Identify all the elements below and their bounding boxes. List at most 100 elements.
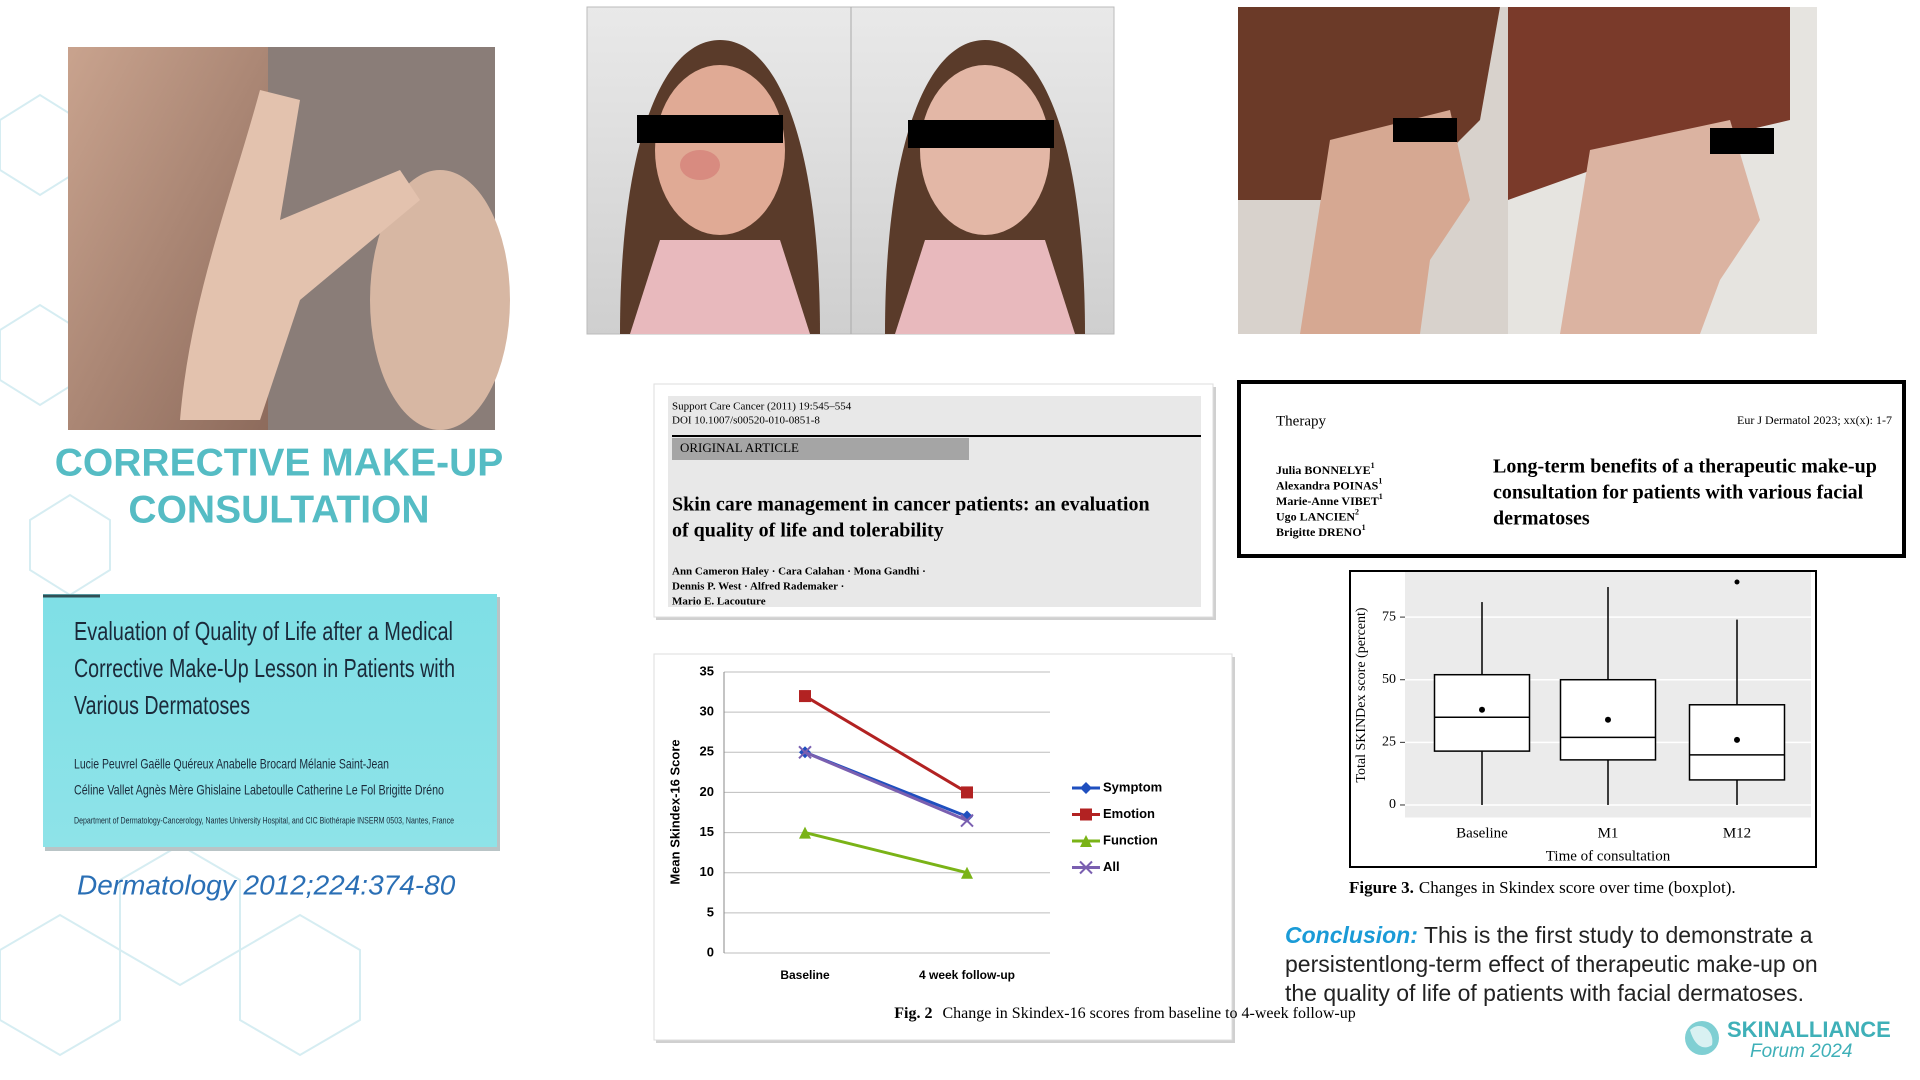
series-line bbox=[804, 750, 968, 822]
author-name: Alexandra POINAS bbox=[1276, 478, 1379, 492]
x-axis-label: Time of consultation bbox=[1546, 848, 1671, 864]
conclusion-text: the quality of life of patients with fac… bbox=[1285, 980, 1804, 1006]
caption-label: Fig. 2 bbox=[894, 1005, 932, 1022]
mean bbox=[1734, 736, 1740, 743]
mean bbox=[1479, 706, 1485, 713]
line-chart-card bbox=[653, 653, 1235, 1043]
point bbox=[798, 745, 812, 759]
y-tick-label: 10 bbox=[700, 864, 714, 879]
article-section: Therapy bbox=[1276, 413, 1326, 429]
article-doi: DOI 10.1007/s00520-010-0851-8 bbox=[672, 415, 820, 427]
photo-before-after-2 bbox=[1238, 7, 1817, 334]
box-chart: 0 25 50 75 Baseline M1 M12 Time of consultation… bbox=[1354, 572, 1811, 864]
y-tick-label: 15 bbox=[700, 824, 714, 839]
logo-name: SKINALLIANCE bbox=[1727, 1017, 1891, 1042]
paper-title: Various Dermatoses bbox=[74, 690, 250, 720]
y-axis-label: Total SKINDex score (percent) bbox=[1354, 607, 1369, 782]
y-tick-label: 0 bbox=[1389, 797, 1396, 812]
y-tick-label: 5 bbox=[707, 904, 714, 919]
y-tick-label: 35 bbox=[700, 663, 714, 678]
logo-event: Forum 2024 bbox=[1750, 1041, 1852, 1062]
point bbox=[961, 866, 973, 879]
author-sup: 1 bbox=[1378, 476, 1382, 485]
author-name: Julia BONNELYE bbox=[1276, 463, 1371, 477]
author: Ugo LANCIEN2 bbox=[1276, 507, 1359, 523]
article-authors: Dennis P. West · Alfred Rademaker · bbox=[672, 581, 844, 593]
conclusion-text: This is the first study to demonstrate a bbox=[1424, 922, 1813, 948]
article-journal: Support Care Cancer (2011) 19:545–554 bbox=[672, 401, 852, 413]
caption-text: Change in Skindex-16 scores from baselin… bbox=[942, 1005, 1355, 1022]
article-title: of quality of life and tolerability bbox=[672, 520, 944, 542]
paper-authors: Céline Vallet Agnès Mère Ghislaine Labet… bbox=[74, 782, 444, 798]
article-card: Therapy Eur J Dermatol 2023; xx(x): 1-7 … bbox=[1237, 380, 1906, 558]
x-tick-label: M12 bbox=[1723, 825, 1751, 841]
legend-label: Function bbox=[1103, 832, 1158, 847]
article-journal: Eur J Dermatol 2023; xx(x): 1-7 bbox=[1737, 413, 1892, 427]
logo: SKINALLIANCE Forum 2024 bbox=[1685, 1017, 1891, 1062]
y-axis-label: Mean Skindex-16 Score bbox=[667, 739, 682, 884]
author-name: Brigitte DRENO bbox=[1276, 525, 1362, 539]
legend-marker bbox=[1080, 782, 1092, 794]
photo-makeup bbox=[68, 47, 510, 430]
article-title: consultation for patients with various f… bbox=[1493, 482, 1864, 504]
conclusion-text: persistentlong-term effect of therapeuti… bbox=[1285, 951, 1818, 977]
y-tick-label: 75 bbox=[1382, 609, 1396, 624]
author: Marie-Anne VIBET1 bbox=[1276, 492, 1383, 508]
y-tick-label: 30 bbox=[700, 704, 714, 719]
author: Julia BONNELYE1 bbox=[1276, 461, 1375, 477]
legend-label: All bbox=[1103, 859, 1120, 874]
figure-caption: Figure 3. Changes in Skindex score over t… bbox=[1349, 878, 1736, 897]
point bbox=[799, 826, 811, 839]
y-tick-label: 25 bbox=[1382, 735, 1396, 750]
author-sup: 1 bbox=[1362, 523, 1366, 532]
paper-title: Evaluation of Quality of Life after a Me… bbox=[74, 616, 453, 646]
author-name: Ugo LANCIEN bbox=[1276, 509, 1355, 523]
x-tick-label: 4 week follow-up bbox=[919, 968, 1015, 982]
paper-title: Corrective Make-Up Lesson in Patients wi… bbox=[74, 653, 455, 683]
slide-title: CONSULTATION bbox=[128, 488, 429, 531]
outlier bbox=[1734, 579, 1740, 585]
legend-marker bbox=[1080, 835, 1092, 847]
series-line bbox=[804, 831, 968, 875]
author: Brigitte DRENO1 bbox=[1276, 523, 1366, 539]
legend-marker bbox=[1079, 860, 1093, 875]
caption-label: Figure 3. bbox=[1349, 878, 1414, 897]
y-tick-label: 25 bbox=[700, 744, 714, 759]
paper-authors: Lucie Peuvrel Gaëlle Quéreux Anabelle Br… bbox=[74, 756, 389, 772]
conclusion: Conclusion: This is the first study to de… bbox=[1285, 922, 1813, 948]
line-chart: 0 5 10 15 20 25 30 35 Baseline 4 week follow-up Me… bbox=[667, 663, 1162, 982]
legend-label: Symptom bbox=[1103, 779, 1162, 794]
paper-card: Evaluation of Quality of Life after a Me… bbox=[43, 594, 500, 851]
author: Alexandra POINAS1 bbox=[1276, 476, 1382, 492]
author-name: Marie-Anne VIBET bbox=[1276, 494, 1379, 508]
x-tick-label: Baseline bbox=[1456, 825, 1508, 841]
author-sup: 2 bbox=[1355, 507, 1359, 516]
figure-caption: Fig. 2 Change in Skindex-16 scores from b… bbox=[894, 1005, 1355, 1022]
article-authors: Ann Cameron Haley · Cara Calahan · Mona … bbox=[672, 566, 926, 578]
mean bbox=[1605, 716, 1611, 723]
conclusion-label: Conclusion: bbox=[1285, 922, 1418, 948]
x-tick-label: Baseline bbox=[780, 968, 830, 982]
legend-marker bbox=[1080, 808, 1092, 821]
author-sup: 1 bbox=[1371, 461, 1375, 470]
x-tick-label: M1 bbox=[1598, 825, 1619, 841]
photo-before-after-1 bbox=[586, 6, 1115, 335]
article-section: ORIGINAL ARTICLE bbox=[680, 440, 799, 455]
author-sup: 1 bbox=[1379, 492, 1383, 501]
article-title: dermatoses bbox=[1493, 508, 1590, 530]
article-authors: Mario E. Lacouture bbox=[672, 596, 766, 608]
y-tick-label: 20 bbox=[700, 784, 714, 799]
point bbox=[799, 690, 811, 703]
paper-affiliation: Department of Dermatology-Cancerology, N… bbox=[74, 815, 454, 825]
article-title: Long-term benefits of a therapeutic make… bbox=[1493, 456, 1877, 478]
caption-text: Changes in Skindex score over time (boxp… bbox=[1419, 878, 1736, 897]
point bbox=[961, 786, 973, 799]
y-tick-label: 0 bbox=[707, 944, 714, 959]
box bbox=[1433, 673, 1531, 752]
slide-title: CORRECTIVE MAKE-UP bbox=[55, 441, 504, 484]
series-line bbox=[804, 694, 968, 794]
y-tick-label: 50 bbox=[1382, 672, 1396, 687]
